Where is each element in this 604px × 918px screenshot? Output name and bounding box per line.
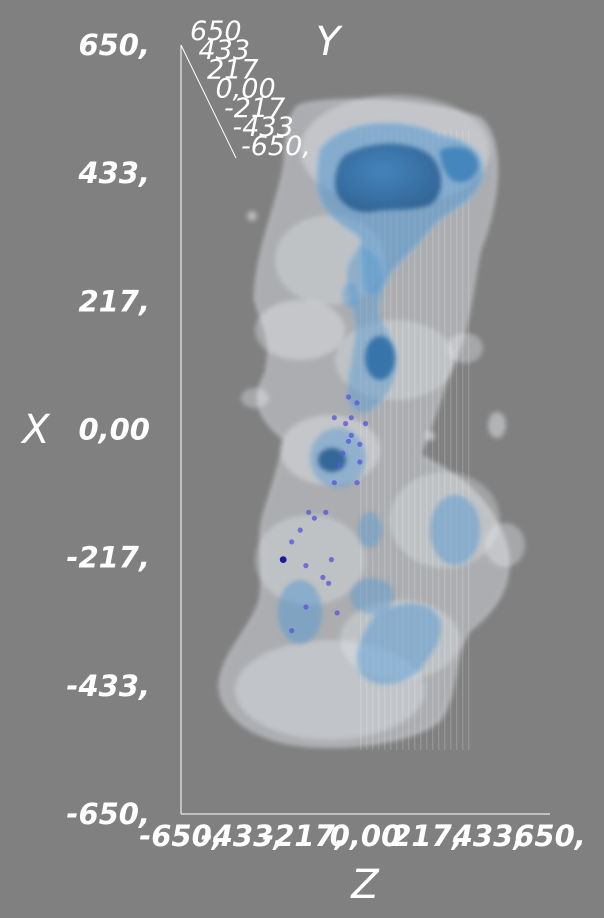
z-tick-label: -433, bbox=[201, 819, 285, 853]
data-point bbox=[345, 438, 352, 444]
x-tick-label: 217, bbox=[78, 284, 150, 318]
data-point-emphasis bbox=[279, 556, 287, 563]
data-point bbox=[357, 459, 363, 465]
inner-isosurface-bottom bbox=[356, 603, 442, 685]
outer-blob bbox=[247, 211, 257, 221]
z-tick-label: 217, bbox=[391, 819, 463, 853]
data-point bbox=[303, 563, 309, 569]
z-axis-label: Z bbox=[350, 862, 380, 908]
y-tick-label: 0,00 bbox=[216, 74, 276, 105]
z-tick-label: -217, bbox=[262, 819, 346, 853]
data-point bbox=[331, 480, 337, 486]
data-point bbox=[326, 580, 332, 586]
inner-blob bbox=[358, 512, 382, 548]
data-point bbox=[306, 509, 312, 515]
y-tick-label: -650, bbox=[241, 131, 311, 162]
data-point bbox=[334, 610, 340, 616]
y-tick-label: -433 bbox=[233, 112, 294, 143]
data-point bbox=[328, 557, 334, 563]
inner-blob bbox=[278, 580, 322, 644]
x-axis-ticks: 650, 433, 217, 0,00 -217, -433, -650, bbox=[66, 28, 150, 831]
x-tick-label: -433, bbox=[66, 669, 150, 703]
outer-blob bbox=[488, 412, 506, 438]
inner-blob bbox=[342, 283, 358, 307]
x-tick-label: -650, bbox=[66, 797, 150, 831]
x-tick-label: 433, bbox=[77, 156, 150, 190]
data-point bbox=[323, 509, 329, 515]
data-point bbox=[311, 515, 317, 521]
outer-blob bbox=[241, 388, 269, 408]
data-point bbox=[348, 415, 354, 421]
inner-blob bbox=[350, 578, 394, 614]
data-point bbox=[343, 421, 349, 427]
y-tick-label: -217 bbox=[224, 93, 285, 124]
dense-cores bbox=[318, 143, 479, 472]
inner-blob bbox=[430, 495, 480, 565]
data-point bbox=[337, 462, 343, 468]
y-axis-label: Y bbox=[316, 19, 344, 65]
x-tick-label: 0,00 bbox=[78, 413, 150, 447]
z-tick-label: -650, bbox=[139, 819, 223, 853]
data-point bbox=[348, 432, 354, 438]
y-tick-label: 217 bbox=[207, 54, 259, 85]
data-point bbox=[297, 527, 303, 533]
data-point bbox=[340, 450, 346, 456]
data-point bbox=[289, 539, 295, 545]
x-tick-label: 650, bbox=[78, 28, 150, 62]
z-tick-label: 0,00 bbox=[330, 819, 402, 853]
axes bbox=[180, 44, 550, 815]
outer-blob bbox=[485, 523, 525, 567]
data-point bbox=[354, 480, 360, 486]
z-tick-label: 433, bbox=[452, 819, 525, 853]
core-middle bbox=[365, 336, 395, 380]
data-point bbox=[354, 400, 360, 406]
data-points bbox=[279, 394, 369, 634]
x-axis-label: X bbox=[20, 407, 51, 453]
core-top-lobe bbox=[440, 146, 479, 183]
x-tick-label: -217, bbox=[66, 541, 150, 575]
data-point bbox=[303, 604, 309, 610]
data-point bbox=[320, 574, 326, 581]
data-point bbox=[362, 421, 369, 427]
core-top bbox=[335, 143, 442, 213]
y-tick-label: 650 bbox=[190, 16, 242, 47]
z-tick-label: 650, bbox=[514, 819, 586, 853]
data-point bbox=[345, 394, 352, 400]
outer-blob bbox=[255, 515, 365, 605]
outer-blob bbox=[255, 300, 345, 360]
data-point bbox=[357, 441, 363, 447]
y-axis-line bbox=[180, 44, 237, 159]
y-tick-label: 433 bbox=[199, 35, 251, 66]
data-point bbox=[289, 628, 295, 634]
data-point bbox=[331, 415, 337, 421]
